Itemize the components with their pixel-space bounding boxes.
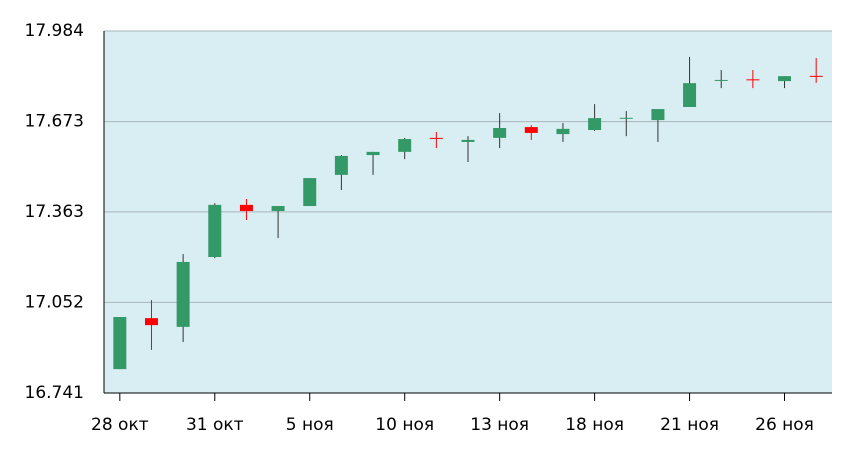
candle-body bbox=[239, 204, 253, 211]
candle-body bbox=[778, 76, 792, 82]
candle-body bbox=[144, 318, 158, 326]
candle-body bbox=[366, 151, 380, 156]
candle-body bbox=[398, 139, 412, 152]
x-tick-label: 21 ноя bbox=[660, 415, 719, 435]
y-tick-label: 17.673 bbox=[25, 112, 84, 132]
x-tick-label: 5 ноя bbox=[286, 415, 334, 435]
y-tick-label: 17.984 bbox=[25, 21, 84, 41]
candle-body bbox=[588, 118, 602, 131]
y-tick-label: 17.363 bbox=[25, 202, 84, 222]
candle-body bbox=[271, 206, 285, 211]
candle-body bbox=[619, 117, 633, 119]
x-tick-label: 13 ноя bbox=[470, 415, 529, 435]
candle-body bbox=[113, 316, 127, 370]
candle-body bbox=[809, 75, 823, 77]
x-tick-label: 10 ноя bbox=[375, 415, 434, 435]
candle-body bbox=[524, 127, 538, 133]
x-tick-label: 31 окт bbox=[186, 415, 244, 435]
candle-body bbox=[429, 137, 443, 139]
y-tick-label: 16.741 bbox=[25, 383, 84, 403]
candle-body bbox=[461, 139, 475, 142]
candle-body bbox=[651, 109, 665, 121]
y-tick-label: 17.052 bbox=[25, 292, 84, 312]
candle-body bbox=[208, 204, 222, 257]
x-tick-label: 26 ноя bbox=[755, 415, 814, 435]
x-tick-label: 28 окт bbox=[91, 415, 149, 435]
candle-body bbox=[683, 83, 697, 108]
candle-body bbox=[714, 79, 728, 81]
candle-body bbox=[303, 178, 317, 207]
x-tick-label: 18 ноя bbox=[565, 415, 624, 435]
candle-body bbox=[746, 79, 760, 81]
candle-body bbox=[556, 128, 570, 135]
candle-body bbox=[493, 127, 507, 138]
candle-body bbox=[334, 155, 348, 175]
candle-body bbox=[176, 261, 190, 327]
